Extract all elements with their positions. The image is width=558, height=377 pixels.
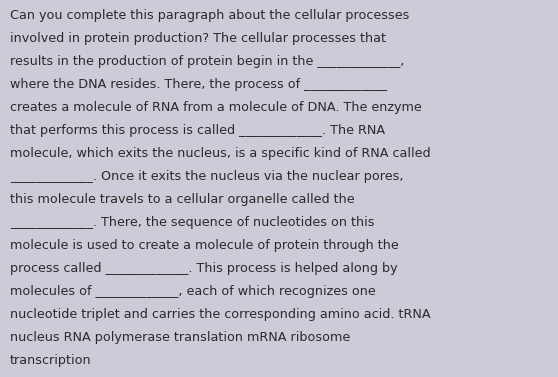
Text: process called _____________. This process is helped along by: process called _____________. This proce… — [10, 262, 398, 275]
Text: Can you complete this paragraph about the cellular processes: Can you complete this paragraph about th… — [10, 9, 410, 22]
Text: _____________. There, the sequence of nucleotides on this: _____________. There, the sequence of nu… — [10, 216, 374, 229]
Text: involved in protein production? The cellular processes that: involved in protein production? The cell… — [10, 32, 386, 45]
Text: results in the production of protein begin in the _____________,: results in the production of protein beg… — [10, 55, 405, 68]
Text: molecules of _____________, each of which recognizes one: molecules of _____________, each of whic… — [10, 285, 376, 298]
Text: nucleotide triplet and carries the corresponding amino acid. tRNA: nucleotide triplet and carries the corre… — [10, 308, 431, 321]
Text: where the DNA resides. There, the process of _____________: where the DNA resides. There, the proces… — [10, 78, 387, 91]
Text: transcription: transcription — [10, 354, 92, 367]
Text: _____________. Once it exits the nucleus via the nuclear pores,: _____________. Once it exits the nucleus… — [10, 170, 403, 183]
Text: nucleus RNA polymerase translation mRNA ribosome: nucleus RNA polymerase translation mRNA … — [10, 331, 350, 344]
Text: this molecule travels to a cellular organelle called the: this molecule travels to a cellular orga… — [10, 193, 355, 206]
Text: molecule, which exits the nucleus, is a specific kind of RNA called: molecule, which exits the nucleus, is a … — [10, 147, 431, 160]
Text: that performs this process is called _____________. The RNA: that performs this process is called ___… — [10, 124, 385, 137]
Text: creates a molecule of RNA from a molecule of DNA. The enzyme: creates a molecule of RNA from a molecul… — [10, 101, 422, 114]
Text: molecule is used to create a molecule of protein through the: molecule is used to create a molecule of… — [10, 239, 399, 252]
